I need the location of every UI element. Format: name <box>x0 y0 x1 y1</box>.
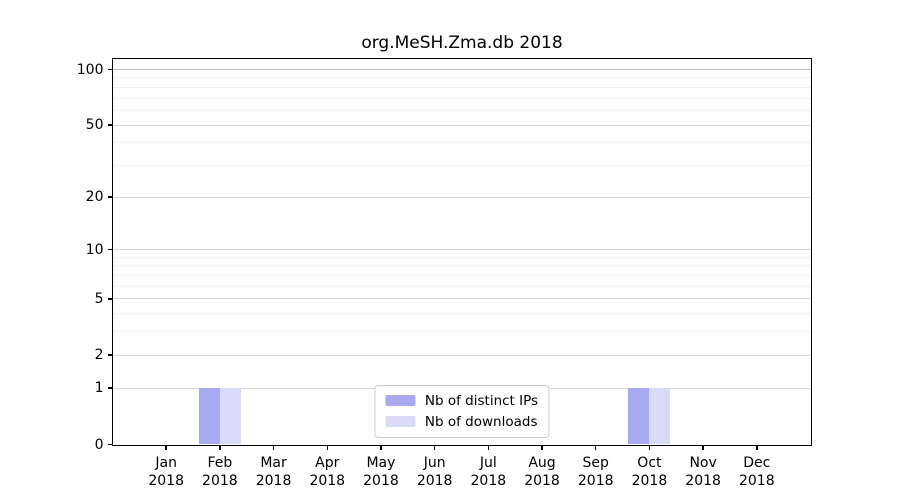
month-label: Aug <box>528 454 556 471</box>
legend-row: Nb of distinct IPs <box>384 392 539 409</box>
x-tick-mark-jun <box>433 444 436 450</box>
x-tick-label-nov: Nov 2018 <box>685 454 721 490</box>
x-tick-mark-feb <box>219 444 221 450</box>
y-tick-label-2: 2 <box>94 347 104 364</box>
month-label: Oct <box>637 454 662 471</box>
x-tick-mark-nov <box>702 444 704 450</box>
bar-nb-of-distinct-ips-feb <box>198 388 220 445</box>
bar-nb-of-downloads-oct <box>649 388 671 445</box>
y-tick-mark-20 <box>107 196 113 198</box>
month-label: Jul <box>479 454 497 471</box>
y-tick-label-0: 0 <box>94 436 104 453</box>
x-tick-label-mar: Mar 2018 <box>256 454 292 490</box>
month-label: Mar <box>260 454 287 471</box>
x-tick-mark-apr <box>326 444 329 450</box>
x-tick-mark-oct <box>648 444 651 450</box>
x-tick-label-sep: Sep 2018 <box>578 454 614 490</box>
bar-nb-of-downloads-feb <box>219 388 241 445</box>
minor-gridline-6 <box>112 285 811 287</box>
x-tick-mark-mar <box>272 444 275 450</box>
x-tick-mark-may <box>380 444 382 450</box>
year-label: 2018 <box>309 472 346 489</box>
legend-row: Nb of downloads <box>384 413 538 430</box>
minor-gridline-30 <box>112 164 811 166</box>
legend-swatch-icon <box>384 395 415 406</box>
minor-gridline-40 <box>112 142 811 144</box>
major-gridline-20 <box>112 196 811 198</box>
year-label: 2018 <box>738 472 775 489</box>
major-gridline-5 <box>112 298 811 300</box>
major-gridline-10 <box>112 249 811 251</box>
x-tick-label-feb: Feb 2018 <box>202 454 238 490</box>
year-label: 2018 <box>685 472 721 489</box>
month-label: Apr <box>315 454 340 471</box>
month-label: Nov <box>689 454 717 471</box>
y-tick-mark-100 <box>107 68 113 71</box>
y-tick-mark-5 <box>107 298 113 300</box>
y-tick-label-10: 10 <box>85 241 104 258</box>
legend-swatch-icon <box>384 416 415 427</box>
year-label: 2018 <box>202 472 238 489</box>
y-tick-mark-0 <box>107 443 113 446</box>
month-label: May <box>366 454 396 471</box>
y-tick-label-5: 5 <box>94 290 104 307</box>
x-tick-mark-jan <box>165 444 167 450</box>
minor-gridline-4 <box>112 313 811 315</box>
month-label: Feb <box>207 454 233 471</box>
month-label: Sep <box>582 454 609 471</box>
month-label: Jun <box>423 454 446 471</box>
year-label: 2018 <box>255 472 292 489</box>
x-tick-label-jun: Jun 2018 <box>417 454 453 490</box>
x-tick-mark-sep <box>594 444 597 450</box>
minor-gridline-8 <box>112 265 811 267</box>
bar-nb-of-distinct-ips-oct <box>628 388 650 445</box>
major-gridline-2 <box>112 354 811 356</box>
legend: Nb of distinct IPs Nb of downloads <box>373 384 550 438</box>
x-tick-label-oct: Oct 2018 <box>632 454 668 490</box>
month-label: Jan <box>155 454 177 471</box>
month-label: Dec <box>743 454 771 471</box>
x-tick-label-may: May 2018 <box>363 454 399 490</box>
x-tick-mark-aug <box>541 444 543 450</box>
year-label: 2018 <box>631 472 668 489</box>
minor-gridline-70 <box>112 97 811 99</box>
x-tick-label-dec: Dec 2018 <box>739 454 775 490</box>
y-tick-label-100: 100 <box>76 61 104 78</box>
year-label: 2018 <box>470 472 507 489</box>
year-label: 2018 <box>524 472 560 489</box>
y-tick-mark-50 <box>107 124 113 126</box>
x-tick-label-aug: Aug 2018 <box>524 454 560 490</box>
year-label: 2018 <box>416 472 453 489</box>
x-tick-mark-jul <box>487 444 490 450</box>
x-tick-mark-dec <box>756 444 758 450</box>
year-label: 2018 <box>148 472 185 489</box>
y-tick-label-20: 20 <box>85 189 104 206</box>
y-tick-label-50: 50 <box>85 117 104 134</box>
plot-area: 0 1 2 5 10 20 50 100 Jan 2018 Feb 2018 Mar 2018 Apr 201… <box>77 57 812 489</box>
year-label: 2018 <box>363 472 399 489</box>
chart-title: org.MeSH.Zma.db 2018 <box>361 33 563 53</box>
minor-gridline-7 <box>112 275 811 277</box>
x-tick-label-apr: Apr 2018 <box>309 454 345 490</box>
legend-label: Nb of downloads <box>424 413 538 430</box>
minor-gridline-9 <box>112 256 811 258</box>
y-tick-mark-10 <box>107 248 113 251</box>
minor-gridline-60 <box>112 109 811 111</box>
major-gridline-50 <box>112 124 811 126</box>
x-tick-label-jul: Jul 2018 <box>471 454 507 490</box>
minor-gridline-3 <box>112 331 811 333</box>
minor-gridline-80 <box>112 86 811 88</box>
y-tick-mark-2 <box>107 354 113 356</box>
y-tick-mark-1 <box>107 387 113 389</box>
x-tick-label-jan: Jan 2018 <box>148 454 184 490</box>
legend-label: Nb of distinct IPs <box>424 392 539 409</box>
major-gridline-100 <box>112 69 811 70</box>
y-tick-label-1: 1 <box>94 380 104 397</box>
year-label: 2018 <box>577 472 614 489</box>
minor-gridline-90 <box>112 77 811 79</box>
